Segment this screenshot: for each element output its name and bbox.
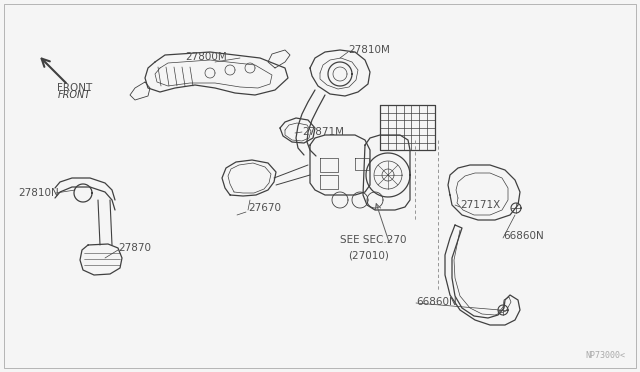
Text: NP73000<: NP73000< (585, 351, 625, 360)
Text: FRONT: FRONT (57, 83, 92, 93)
Text: 27171X: 27171X (460, 200, 500, 210)
Text: 27810M: 27810M (348, 45, 390, 55)
Text: FRONT: FRONT (58, 90, 92, 100)
Text: 27870: 27870 (118, 243, 151, 253)
Text: 27871M: 27871M (302, 127, 344, 137)
Text: 66860N: 66860N (503, 231, 544, 241)
Text: 27800M: 27800M (185, 52, 227, 62)
Text: SEE SEC.270: SEE SEC.270 (340, 235, 406, 245)
Text: 66860N: 66860N (416, 297, 457, 307)
Text: 27810N: 27810N (18, 188, 59, 198)
Text: (27010): (27010) (348, 250, 389, 260)
Text: 27670: 27670 (248, 203, 281, 213)
